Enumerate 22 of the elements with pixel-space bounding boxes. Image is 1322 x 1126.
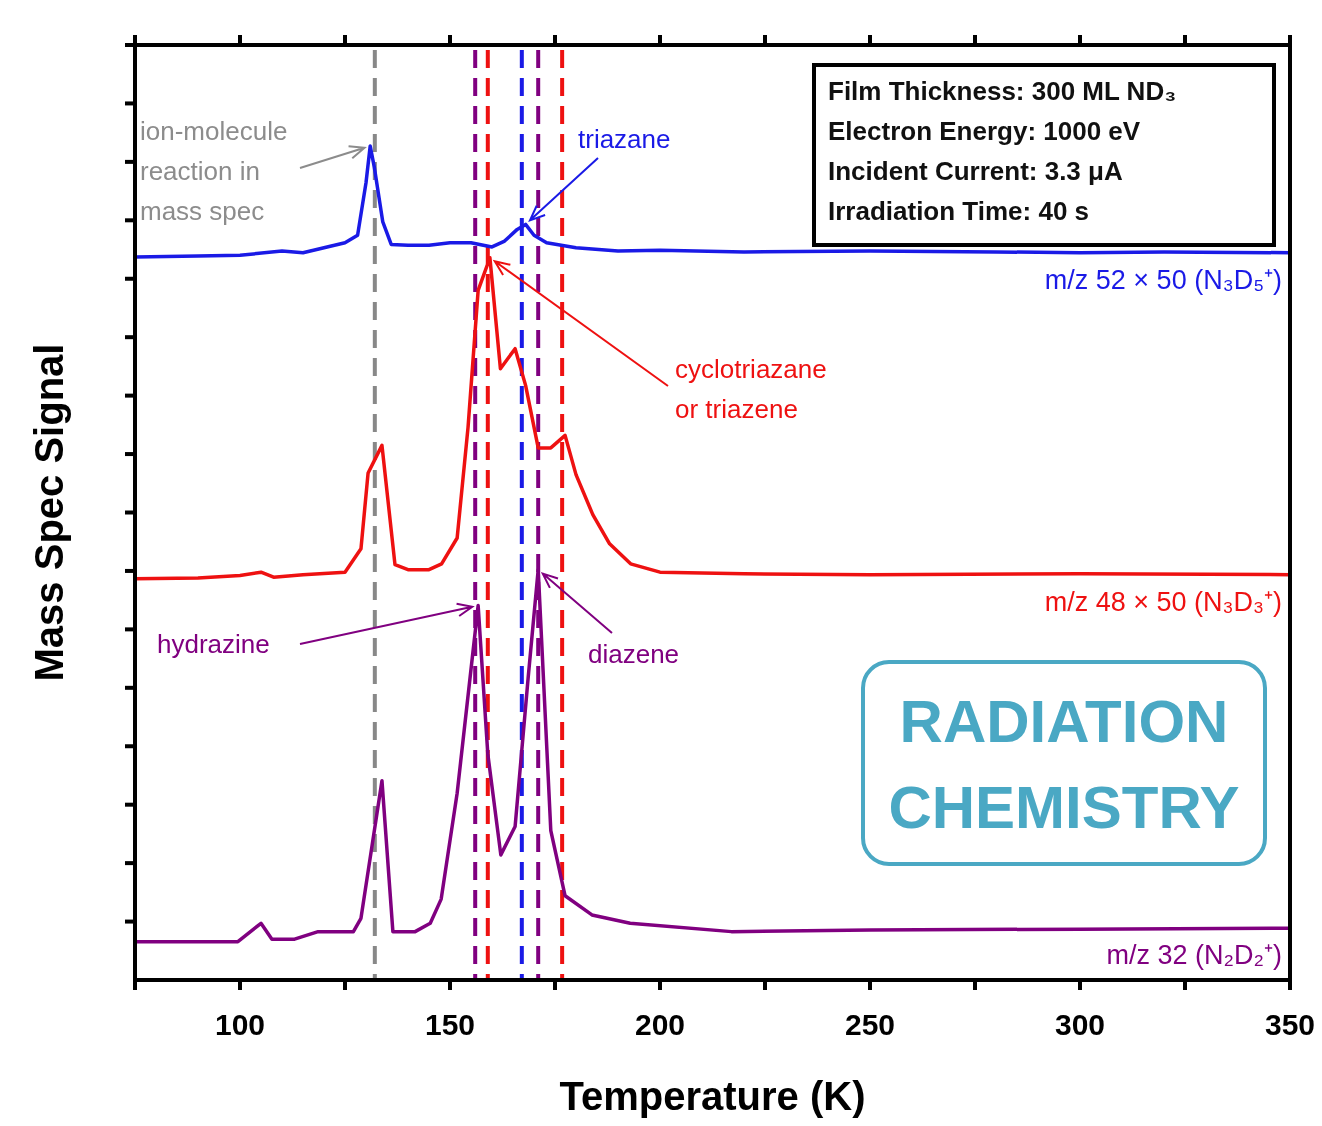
annotation: Irradiation Time: 40 s [828, 196, 1090, 226]
annotation: Incident Current: 3.3 μA [828, 156, 1123, 186]
annotation: hydrazine [157, 629, 270, 659]
series-label: m/z 32 (N₂D₂⁺) [1106, 940, 1282, 971]
x-axis-title: Temperature (K) [559, 1074, 866, 1118]
annotation: diazene [588, 639, 680, 669]
rounded-label-box: RADIATION CHEMISTRY [861, 660, 1267, 866]
annotation: RADIATION CHEMISTRY [888, 688, 1240, 841]
x-tick-label: 200 [634, 1008, 686, 1041]
annotation: Electron Energy: 1000 eV [828, 116, 1141, 146]
x-tick-label: 350 [1264, 1008, 1316, 1041]
x-tick-label: 150 [424, 1008, 476, 1041]
x-tick-label: 300 [1054, 1008, 1106, 1041]
series-label: m/z 48 × 50 (N₃D₃⁺) [1044, 586, 1282, 617]
y-axis-title: Mass Spec Signal [27, 343, 71, 682]
x-tick-label: 100 [214, 1008, 266, 1041]
series-label: m/z 52 × 50 (N₃D₅⁺) [1044, 264, 1282, 295]
annotation: triazane [578, 124, 671, 154]
annotation: cyclotriazane or triazene [675, 354, 827, 424]
text-box: Film Thickness: 300 ML ND₃ Electron Energy: 1000 eV Incident Current: 3.3 μA Irradiation Time: 40 s [812, 63, 1276, 247]
x-tick-label: 250 [844, 1008, 896, 1041]
annotation: ion-molecule reaction in mass spec [140, 116, 288, 226]
